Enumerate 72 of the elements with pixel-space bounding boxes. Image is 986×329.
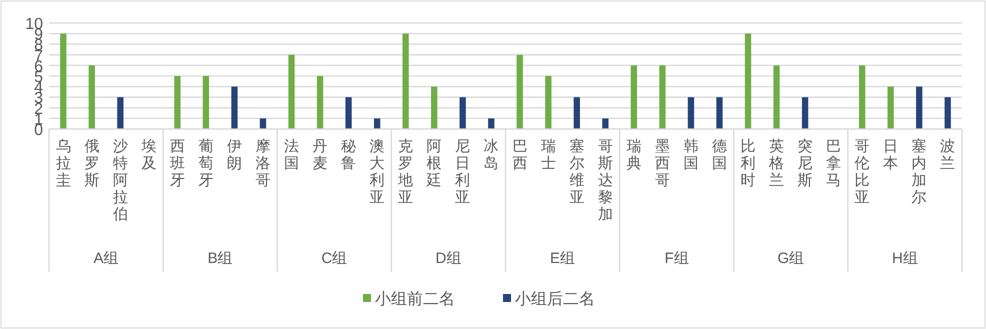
x-tick-label: 巴西 — [512, 138, 528, 172]
bar — [316, 76, 324, 129]
bar — [802, 97, 808, 129]
bar — [288, 54, 295, 129]
bar — [602, 118, 608, 129]
x-tick-label: 哥斯达黎加 — [598, 138, 613, 223]
bar — [431, 86, 438, 129]
bar — [488, 118, 494, 129]
bar — [716, 97, 723, 129]
x-tick-label: 英格兰 — [768, 138, 784, 189]
bar — [117, 97, 124, 129]
bar — [460, 97, 466, 129]
x-tick-label: 瑞士 — [540, 138, 556, 172]
x-tick-label: 俄罗斯 — [84, 138, 100, 189]
bar — [260, 118, 266, 129]
bar — [888, 86, 894, 129]
x-tick-label: 波兰 — [940, 138, 956, 172]
bar — [916, 86, 922, 129]
x-tick-label: 摩洛哥 — [255, 138, 270, 189]
x-tick-label: 德国 — [712, 138, 727, 172]
x-tick-label: 丹麦 — [312, 138, 328, 172]
legend-label: 小组前二名 — [375, 290, 455, 308]
x-tick-label: 哥伦比亚 — [854, 138, 870, 206]
bar — [345, 97, 352, 129]
legend-label: 小组后二名 — [515, 290, 595, 308]
text: C组 — [321, 250, 348, 267]
x-tick-label: 日本 — [883, 138, 898, 172]
x-tick-label: 突尼斯 — [798, 138, 813, 189]
text: D组 — [436, 250, 462, 267]
bar — [374, 118, 380, 129]
bar — [516, 54, 523, 129]
x-tick-label: 韩国 — [683, 138, 698, 172]
bar — [574, 97, 580, 129]
bar — [402, 34, 409, 129]
text: G组 — [777, 250, 804, 267]
x-tick-label: 西班牙 — [170, 138, 185, 189]
x-tick-label: 乌拉圭 — [56, 138, 71, 189]
x-tick-label: 阿根廷 — [426, 138, 442, 189]
x-tick-label: 沙特阿拉伯 — [112, 138, 128, 223]
bar — [773, 65, 780, 129]
x-tick-label: 塞尔维亚 — [569, 138, 584, 206]
text: E组 — [550, 250, 576, 267]
x-tick-label: 墨西哥 — [654, 138, 670, 189]
x-tick-label: 克罗地亚 — [397, 138, 414, 206]
bar — [688, 97, 694, 129]
bar — [659, 65, 666, 129]
text: F组 — [664, 250, 689, 267]
text: A组 — [94, 250, 119, 267]
x-tick-label: 法国 — [284, 138, 300, 172]
bar — [231, 86, 238, 129]
bar — [60, 34, 66, 129]
x-tick-label: 伊朗 — [226, 138, 242, 172]
x-tick-label: 埃及 — [140, 138, 156, 172]
x-tick-label: 澳大利亚 — [370, 138, 385, 206]
x-tick-label: 秘鲁 — [341, 138, 356, 172]
bar — [88, 65, 95, 129]
text: B组 — [208, 250, 233, 267]
bar — [202, 76, 210, 129]
bar — [744, 34, 752, 129]
x-tick-label: 葡萄牙 — [198, 138, 214, 189]
x-tick-label: 巴拿马 — [826, 138, 842, 189]
bar — [944, 97, 951, 129]
bar — [174, 76, 181, 129]
x-tick-label: 冰岛 — [484, 138, 499, 172]
x-tick-label: 塞内加尔 — [912, 138, 927, 206]
x-tick-label: 比利时 — [740, 138, 756, 189]
x-tick-label: 瑞典 — [626, 138, 642, 172]
bar — [859, 65, 866, 129]
bar — [545, 76, 552, 129]
x-tick-label: 尼日利亚 — [455, 138, 470, 206]
bar — [630, 65, 638, 129]
text: H组 — [892, 250, 918, 267]
